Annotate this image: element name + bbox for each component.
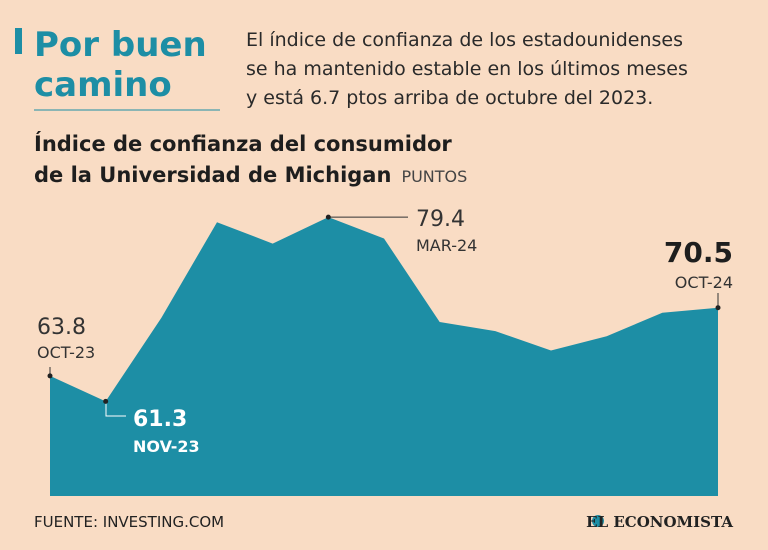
header-title: Por buen	[34, 25, 207, 65]
brand: EL ECONOMISTA	[586, 513, 733, 531]
category-label: NOV-23	[133, 437, 200, 456]
point-marker	[47, 373, 53, 379]
category-label: MAR-24	[416, 236, 477, 255]
point-marker	[325, 214, 331, 220]
value-label: 61.3	[133, 407, 187, 432]
area	[50, 217, 718, 496]
brand-logo	[592, 515, 604, 527]
value-label: 63.8	[37, 315, 86, 340]
category-label: OCT-24	[675, 273, 733, 292]
source: FUENTE: INVESTING.COM	[34, 513, 224, 531]
title-bar	[15, 28, 22, 54]
description: y está 6.7 ptos arriba de octubre del 20…	[246, 87, 653, 109]
description: El índice de confianza de los estadounid…	[246, 29, 683, 51]
chart-title: de la Universidad de Michigan	[34, 163, 391, 187]
point-marker	[715, 305, 721, 311]
point-marker	[103, 398, 109, 404]
category-label: OCT-23	[37, 343, 95, 362]
plot: 63.8 OCT-23 61.3 NOV-23 79.4 MAR-24 70.5 OCT-24	[37, 207, 733, 496]
unit-label: PUNTOS	[401, 167, 467, 186]
value-label: 70.5	[664, 236, 733, 269]
header-title: camino	[34, 65, 172, 105]
chart-title: Índice de confianza del consumidor	[34, 131, 452, 156]
leader-line	[105, 401, 126, 417]
description: se ha mantenido estable en los últimos m…	[246, 58, 688, 80]
value-label: 79.4	[416, 207, 465, 232]
